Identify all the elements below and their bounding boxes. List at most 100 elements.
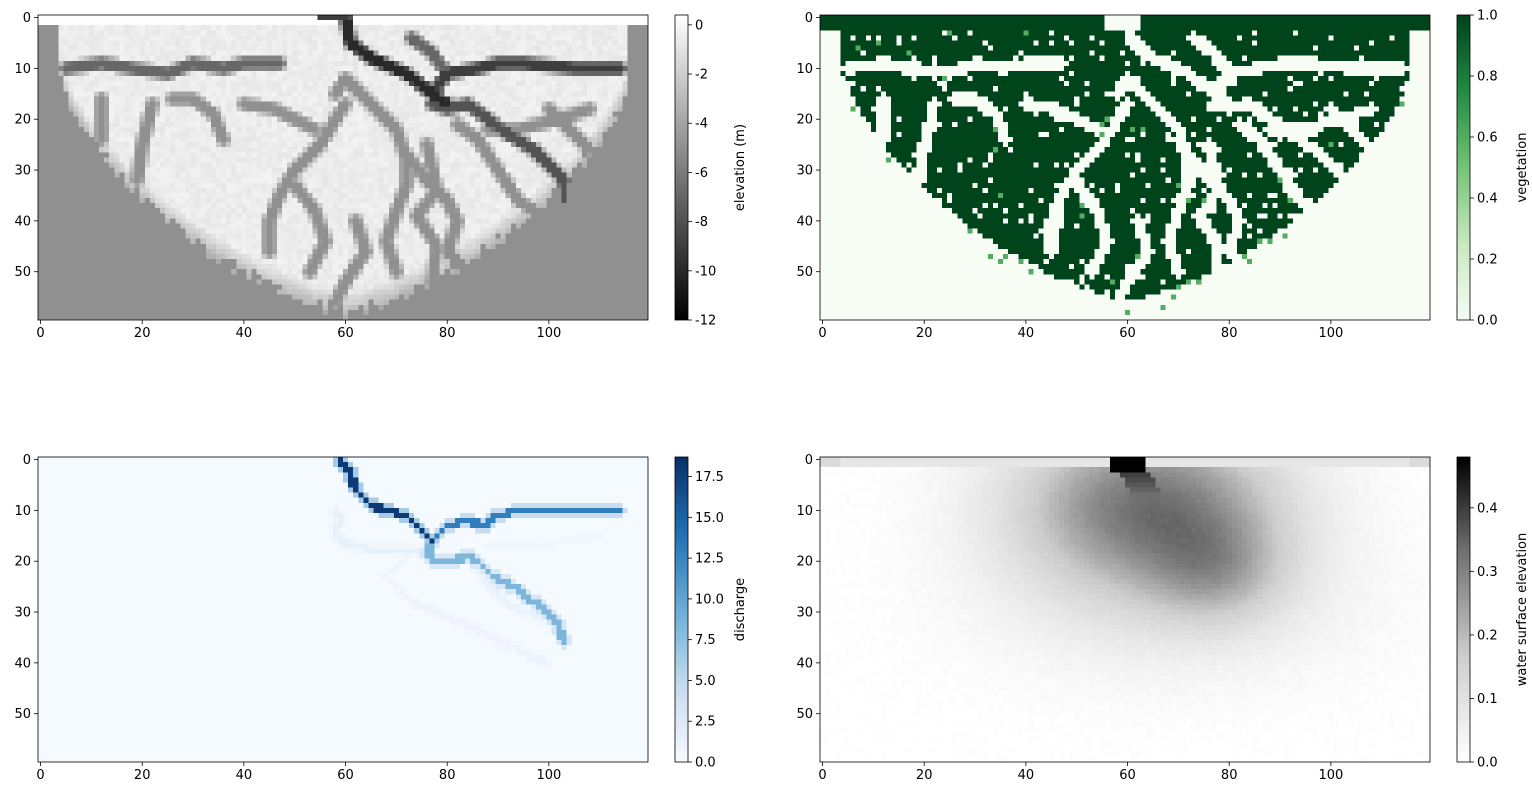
x-tick-label: 80 bbox=[1221, 326, 1238, 341]
vegetation-plot-frame bbox=[819, 14, 1431, 321]
y-tick-label: 50 bbox=[796, 707, 813, 722]
elevation-colorbar-frame bbox=[674, 14, 689, 321]
colorbar-tick-label: 0.3 bbox=[1477, 565, 1498, 580]
discharge-plot-area bbox=[37, 456, 649, 763]
y-tick-label: 40 bbox=[796, 656, 813, 671]
colorbar-tick-label: 17.5 bbox=[695, 470, 724, 485]
y-tick-label: 0 bbox=[23, 11, 31, 26]
y-tick-label: 50 bbox=[14, 265, 31, 280]
elevation-colorbar-ticks: 0 -2 -4 -6 -8 -10 -12 bbox=[688, 18, 716, 329]
y-tick-label: 10 bbox=[796, 504, 813, 519]
y-tick-label: 40 bbox=[14, 656, 31, 671]
colorbar-tick-label: 15.0 bbox=[695, 511, 724, 526]
water-surface-colorbar-ticks: 0.0 0.1 0.2 0.3 0.4 bbox=[1470, 501, 1498, 771]
x-tick-label: 20 bbox=[134, 768, 151, 783]
colorbar-tick-label: -6 bbox=[695, 166, 708, 181]
x-tick-label: 100 bbox=[536, 768, 561, 783]
elevation-colorbar: 0 -2 -4 -6 -8 -10 -12 elevation (m) bbox=[674, 14, 748, 329]
y-tick-label: 50 bbox=[14, 707, 31, 722]
colorbar-tick-label: 0.4 bbox=[1477, 501, 1498, 516]
colorbar-tick-label: 0.0 bbox=[1477, 314, 1498, 329]
colorbar-tick-label: 0.6 bbox=[1477, 131, 1498, 146]
water-surface-x-ticks: 0 20 40 60 80 100 bbox=[818, 762, 1343, 783]
elevation-plot-frame bbox=[37, 14, 649, 321]
x-tick-label: 80 bbox=[439, 768, 456, 783]
x-tick-label: 0 bbox=[36, 326, 44, 341]
discharge-y-ticks: 0 10 20 30 40 50 bbox=[14, 453, 38, 722]
y-tick-label: 10 bbox=[796, 62, 813, 77]
y-tick-label: 30 bbox=[14, 606, 31, 621]
discharge-colorbar: 0.0 2.5 5.0 7.5 10.0 12.5 15.0 17.5 discharge bbox=[674, 456, 748, 771]
colorbar-tick-label: 0.8 bbox=[1477, 70, 1498, 85]
colorbar-tick-label: -4 bbox=[695, 117, 708, 132]
water-surface-colorbar-frame bbox=[1456, 456, 1471, 763]
y-tick-label: 0 bbox=[805, 11, 813, 26]
colorbar-tick-label: -10 bbox=[695, 264, 716, 279]
colorbar-tick-label: 0.0 bbox=[1477, 756, 1498, 771]
x-tick-label: 20 bbox=[916, 326, 933, 341]
discharge-colorbar-label: discharge bbox=[733, 578, 748, 641]
vegetation-y-ticks: 0 10 20 30 40 50 bbox=[796, 11, 820, 280]
y-tick-label: 50 bbox=[796, 265, 813, 280]
water-surface-colorbar: 0.0 0.1 0.2 0.3 0.4 water surface elevation bbox=[1456, 456, 1530, 771]
colorbar-tick-label: -2 bbox=[695, 68, 708, 83]
elevation-y-ticks: 0 10 20 30 40 50 bbox=[14, 11, 38, 280]
vegetation-colorbar-frame bbox=[1456, 14, 1471, 321]
elevation-plot-area bbox=[37, 14, 649, 321]
x-tick-label: 100 bbox=[1318, 326, 1343, 341]
discharge-colorbar-frame bbox=[674, 456, 689, 763]
elevation-x-ticks: 0 20 40 60 80 100 bbox=[36, 320, 561, 341]
x-tick-label: 40 bbox=[1018, 768, 1035, 783]
elevation-colorbar-label: elevation (m) bbox=[733, 124, 748, 211]
y-tick-label: 30 bbox=[796, 606, 813, 621]
y-tick-label: 20 bbox=[14, 555, 31, 570]
discharge-heatmap bbox=[38, 457, 648, 762]
colorbar-tick-label: 1.0 bbox=[1477, 9, 1498, 24]
colorbar-tick-label: 0.4 bbox=[1477, 192, 1498, 207]
x-tick-label: 20 bbox=[134, 326, 151, 341]
x-tick-label: 0 bbox=[818, 326, 826, 341]
water-surface-y-ticks: 0 10 20 30 40 50 bbox=[796, 453, 820, 722]
colorbar-tick-label: -8 bbox=[695, 215, 708, 230]
y-tick-label: 0 bbox=[23, 453, 31, 468]
x-tick-label: 80 bbox=[1221, 768, 1238, 783]
colorbar-tick-label: 0 bbox=[695, 18, 703, 33]
x-tick-label: 0 bbox=[818, 768, 826, 783]
vegetation-colorbar: 0.0 0.2 0.4 0.6 0.8 1.0 vegetation bbox=[1456, 9, 1530, 329]
discharge-plot-frame bbox=[37, 456, 649, 763]
water-surface-colorbar-gradient bbox=[1457, 457, 1470, 762]
colorbar-tick-label: 0.2 bbox=[1477, 253, 1498, 268]
y-tick-label: 0 bbox=[805, 453, 813, 468]
colorbar-tick-label: 2.5 bbox=[695, 715, 716, 730]
x-tick-label: 60 bbox=[1119, 326, 1136, 341]
water-surface-colorbar-label: water surface elevation bbox=[1515, 533, 1530, 687]
x-tick-label: 60 bbox=[337, 326, 354, 341]
vegetation-x-ticks: 0 20 40 60 80 100 bbox=[818, 320, 1343, 341]
y-tick-label: 30 bbox=[796, 164, 813, 179]
colorbar-tick-label: -12 bbox=[695, 314, 716, 329]
discharge-colorbar-ticks: 0.0 2.5 5.0 7.5 10.0 12.5 15.0 17.5 bbox=[688, 470, 724, 771]
elevation-colorbar-gradient bbox=[675, 15, 688, 320]
x-tick-label: 0 bbox=[36, 768, 44, 783]
colorbar-tick-label: 12.5 bbox=[695, 552, 724, 567]
x-tick-label: 60 bbox=[337, 768, 354, 783]
y-tick-label: 10 bbox=[14, 504, 31, 519]
y-tick-label: 10 bbox=[14, 62, 31, 77]
x-tick-label: 80 bbox=[439, 326, 456, 341]
elevation-heatmap bbox=[38, 15, 648, 320]
x-tick-label: 20 bbox=[916, 768, 933, 783]
water-surface-plot-area bbox=[819, 456, 1431, 763]
colorbar-tick-label: 0.1 bbox=[1477, 692, 1498, 707]
vegetation-plot-area bbox=[819, 14, 1431, 321]
y-tick-label: 20 bbox=[796, 555, 813, 570]
x-tick-label: 40 bbox=[1018, 326, 1035, 341]
discharge-colorbar-gradient bbox=[675, 457, 688, 762]
vegetation-colorbar-label: vegetation bbox=[1515, 133, 1530, 203]
x-tick-label: 100 bbox=[536, 326, 561, 341]
colorbar-tick-label: 7.5 bbox=[695, 633, 716, 648]
x-tick-label: 40 bbox=[236, 326, 253, 341]
